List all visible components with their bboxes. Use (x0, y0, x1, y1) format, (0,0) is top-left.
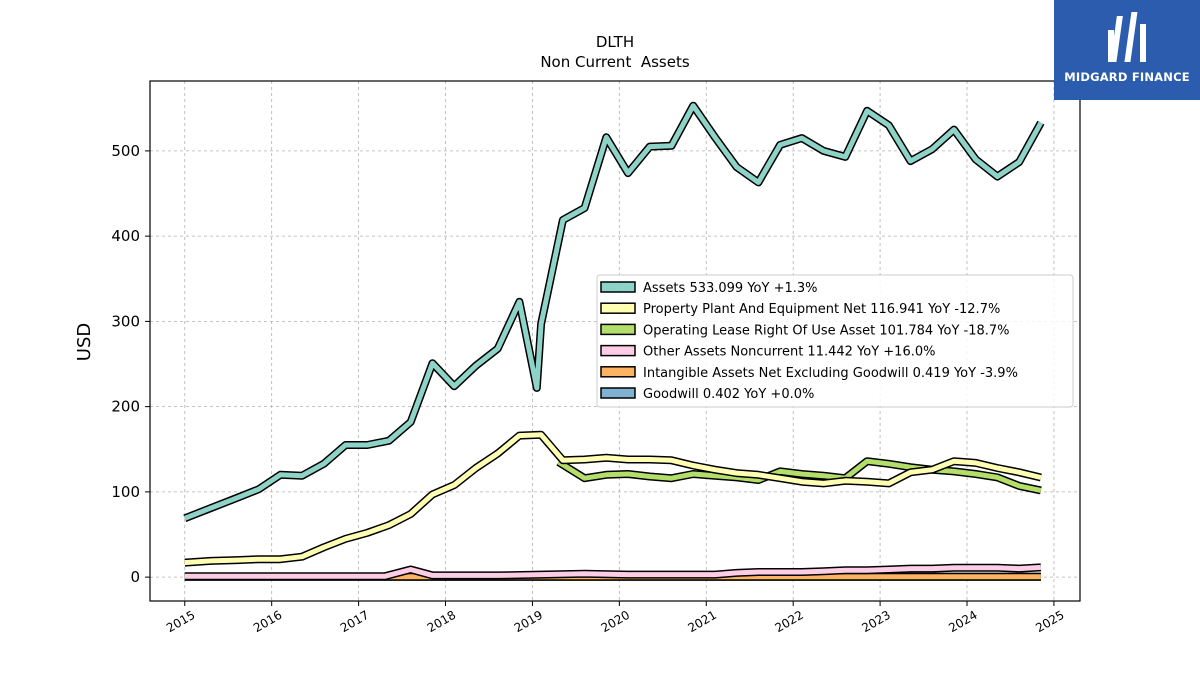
legend-swatch (600, 323, 636, 336)
x-tick-label: 2025 (1033, 608, 1066, 635)
legend-swatch (600, 366, 636, 378)
x-tick-label: 2023 (859, 608, 892, 635)
x-tick-label: 2015 (164, 608, 197, 635)
series-line (184, 432, 1042, 566)
x-tick-label: 2016 (251, 608, 284, 635)
legend-label: Operating Lease Right Of Use Asset 101.7… (643, 323, 1010, 338)
series-outline (184, 430, 1042, 567)
y-axis-ticks: 0 100 200 300 400 500 (111, 142, 150, 586)
y-tick-label: 0 (130, 568, 140, 586)
logo-mark-icon (1108, 12, 1146, 62)
series-5 (183, 101, 1045, 523)
x-tick-label: 2021 (686, 608, 719, 635)
series-2 (184, 563, 1042, 581)
logo: MIDGARD FINANCE (1054, 0, 1200, 100)
legend-label: Property Plant And Equipment Net 116.941… (643, 302, 1000, 317)
x-tick-label: 2024 (946, 608, 979, 635)
chart-subtitle: Non Current Assets (540, 53, 690, 71)
x-axis-ticks: 2015 2016 2017 2018 2019 2020 2021 2022 2023 2024… (164, 601, 1067, 635)
y-tick-label: 500 (111, 142, 140, 160)
legend-swatch (600, 281, 636, 293)
plot-frame (149, 80, 1081, 602)
legend-swatch (600, 344, 636, 357)
series-4 (184, 430, 1042, 567)
legend: Assets 533.099 YoY +1.3% Property Plant A… (596, 274, 1074, 408)
series-3 (556, 457, 1042, 495)
series-lines (183, 101, 1045, 581)
y-axis-label: USD (74, 323, 95, 361)
legend-label: Other Assets Noncurrent 11.442 YoY +16.0… (643, 345, 935, 360)
y-tick-label: 100 (111, 483, 140, 501)
series-line (183, 103, 1044, 521)
x-tick-label: 2018 (425, 608, 458, 635)
series-line (557, 458, 1042, 493)
series-line (184, 564, 1042, 579)
y-tick-label: 200 (111, 398, 140, 416)
x-tick-label: 2020 (599, 608, 632, 635)
legend-label: Goodwill 0.402 YoY +0.0% (643, 387, 814, 402)
x-tick-label: 2022 (772, 608, 805, 635)
y-tick-label: 300 (111, 312, 140, 330)
x-tick-label: 2017 (338, 608, 371, 635)
logo-text: MIDGARD FINANCE (1064, 70, 1190, 84)
legend-swatch (600, 387, 636, 399)
legend-swatch (600, 302, 636, 314)
legend-label: Assets 533.099 YoY +1.3% (643, 281, 818, 296)
x-tick-label: 2019 (512, 608, 545, 635)
chart-title: DLTH (596, 33, 634, 51)
legend-label: Intangible Assets Net Excluding Goodwill… (643, 366, 1018, 381)
y-tick-label: 400 (111, 227, 140, 245)
legend-box (596, 274, 1074, 408)
